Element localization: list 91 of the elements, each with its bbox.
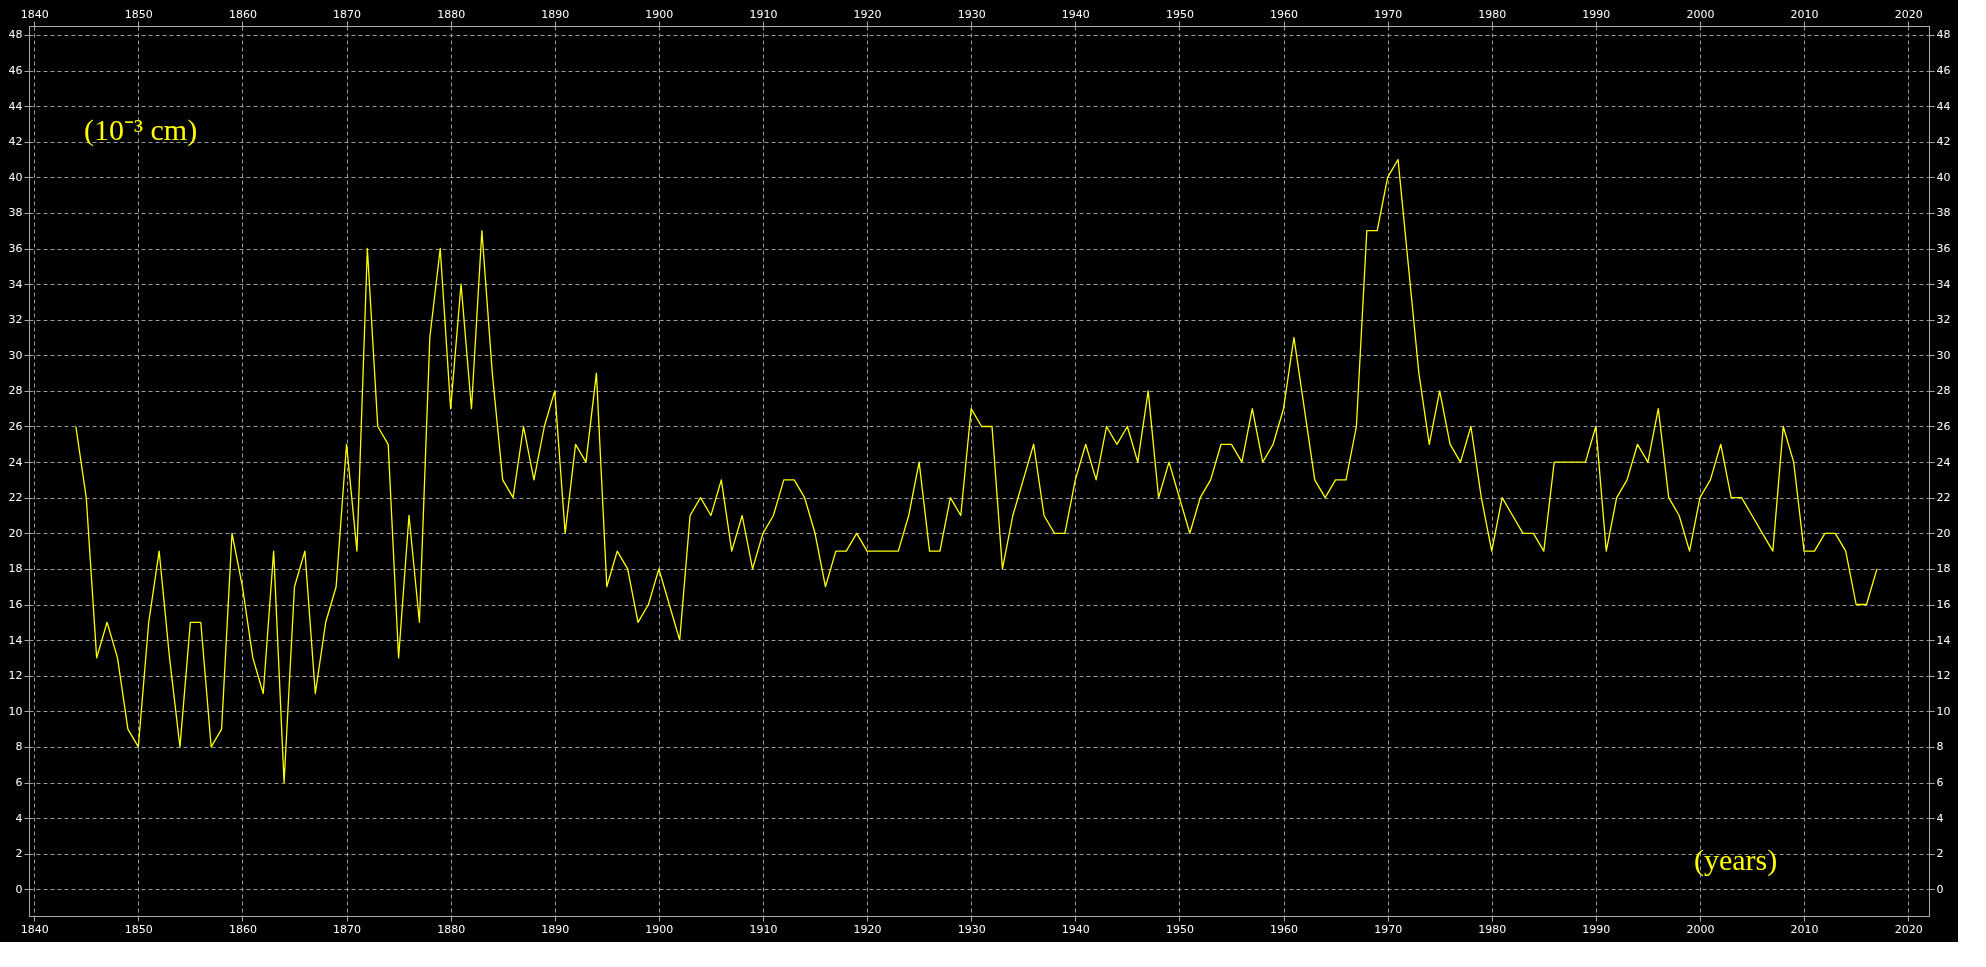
- y2-tick-label: 26: [1936, 420, 1951, 433]
- x-tick-label: 1930: [957, 922, 986, 936]
- y2-tick-label: 48: [1936, 28, 1951, 42]
- y-tick-label: 12: [8, 669, 23, 683]
- y-tick-label: 10: [8, 704, 23, 718]
- x-tick-label: 1960: [1270, 922, 1299, 936]
- y2-tick-label: 8: [1936, 740, 1944, 754]
- y-tick-label: 4: [15, 811, 23, 825]
- y-tick-label: 0: [15, 882, 23, 896]
- y-tick-label: 32: [8, 313, 23, 327]
- x-tick-label: 1850: [124, 922, 153, 936]
- y2-tick-label: 46: [1936, 64, 1951, 77]
- y2-tick-label: 4: [1936, 811, 1944, 825]
- y2-tick-label: 42: [1936, 135, 1951, 149]
- y2-tick-label: 6: [1936, 776, 1944, 789]
- x2-tick-label: 1980: [1478, 7, 1507, 21]
- x2-tick-label: 1940: [1061, 7, 1090, 21]
- y-tick-label: 38: [8, 206, 23, 220]
- x2-tick-label: 2020: [1894, 7, 1923, 21]
- y2-tick-label: 18: [1936, 562, 1951, 576]
- y-tick-label: 18: [8, 562, 23, 576]
- y2-tick-label: 24: [1936, 455, 1951, 469]
- y2-tick-label: 22: [1936, 491, 1951, 505]
- y2-tick-label: 12: [1936, 669, 1951, 683]
- x2-tick-label: 2010: [1790, 7, 1819, 21]
- x2-tick-label: 1920: [853, 7, 882, 21]
- y-tick-label: 2: [15, 847, 23, 861]
- x2-tick-label: 1910: [749, 7, 778, 21]
- x-tick-label: 1970: [1374, 922, 1403, 936]
- x-tick-label: 1910: [749, 922, 778, 936]
- y2-tick-label: 16: [1936, 598, 1951, 611]
- x2-tick-label: 1950: [1165, 7, 1194, 21]
- y-tick-label: 40: [8, 170, 23, 184]
- y-tick-label: 16: [8, 598, 23, 611]
- x2-tick-label: 1880: [437, 7, 466, 21]
- y-tick-label: 36: [8, 242, 23, 255]
- x-axis-title: (years): [1694, 843, 1778, 877]
- y-tick-label: 24: [8, 455, 23, 469]
- x-tick-label: 1860: [228, 922, 257, 936]
- y-tick-label: 22: [8, 491, 23, 505]
- x2-tick-label: 1970: [1374, 7, 1403, 21]
- x-tick-label: 1870: [333, 922, 362, 936]
- y2-tick-label: 2: [1936, 847, 1944, 861]
- x-tick-label: 1980: [1478, 922, 1507, 936]
- y2-tick-label: 28: [1936, 384, 1951, 398]
- y-tick-label: 42: [8, 135, 23, 149]
- y2-tick-label: 0: [1936, 882, 1944, 896]
- y-tick-label: 34: [8, 277, 23, 291]
- x-tick-label: 1940: [1061, 922, 1090, 936]
- x2-tick-label: 1900: [645, 7, 674, 21]
- y-tick-label: 28: [8, 384, 23, 398]
- x-tick-label: 1840: [20, 922, 49, 936]
- x2-tick-label: 1890: [541, 7, 570, 21]
- y2-tick-label: 38: [1936, 206, 1951, 220]
- x-tick-label: 1990: [1582, 922, 1611, 936]
- y2-tick-label: 34: [1936, 277, 1951, 291]
- x2-tick-label: 1990: [1582, 7, 1611, 21]
- x2-tick-label: 1850: [124, 7, 153, 21]
- x2-tick-label: 1840: [20, 7, 49, 21]
- y2-tick-label: 20: [1936, 526, 1951, 540]
- x-tick-label: 2000: [1686, 922, 1715, 936]
- x-tick-label: 2020: [1894, 922, 1923, 936]
- y2-tick-label: 44: [1936, 99, 1951, 113]
- y-axis-title: (10⁻³ cm): [84, 113, 198, 147]
- x-tick-label: 2010: [1790, 922, 1819, 936]
- y-tick-label: 44: [8, 99, 23, 113]
- y-tick-label: 8: [15, 740, 23, 754]
- x-tick-label: 1950: [1165, 922, 1194, 936]
- x2-tick-label: 1860: [228, 7, 257, 21]
- y-tick-label: 48: [8, 28, 23, 42]
- y-tick-label: 6: [15, 776, 23, 789]
- x2-tick-label: 1960: [1270, 7, 1299, 21]
- y2-tick-label: 36: [1936, 242, 1951, 255]
- x-tick-label: 1920: [853, 922, 882, 936]
- y-tick-label: 14: [8, 633, 23, 647]
- y2-tick-label: 10: [1936, 704, 1951, 718]
- y-tick-label: 30: [8, 348, 23, 362]
- y2-tick-label: 32: [1936, 313, 1951, 327]
- x-tick-label: 1900: [645, 922, 674, 936]
- x2-tick-label: 2000: [1686, 7, 1715, 21]
- x-tick-label: 1890: [541, 922, 570, 936]
- x-tick-label: 1880: [437, 922, 466, 936]
- y-tick-label: 20: [8, 526, 23, 540]
- line-series: [75, 158, 1878, 784]
- y2-tick-label: 14: [1936, 633, 1951, 647]
- y-tick-label: 46: [8, 64, 23, 77]
- y2-tick-label: 30: [1936, 348, 1951, 362]
- x2-tick-label: 1870: [333, 7, 362, 21]
- y2-tick-label: 40: [1936, 170, 1951, 184]
- x2-tick-label: 1930: [957, 7, 986, 21]
- y-tick-label: 26: [8, 420, 23, 433]
